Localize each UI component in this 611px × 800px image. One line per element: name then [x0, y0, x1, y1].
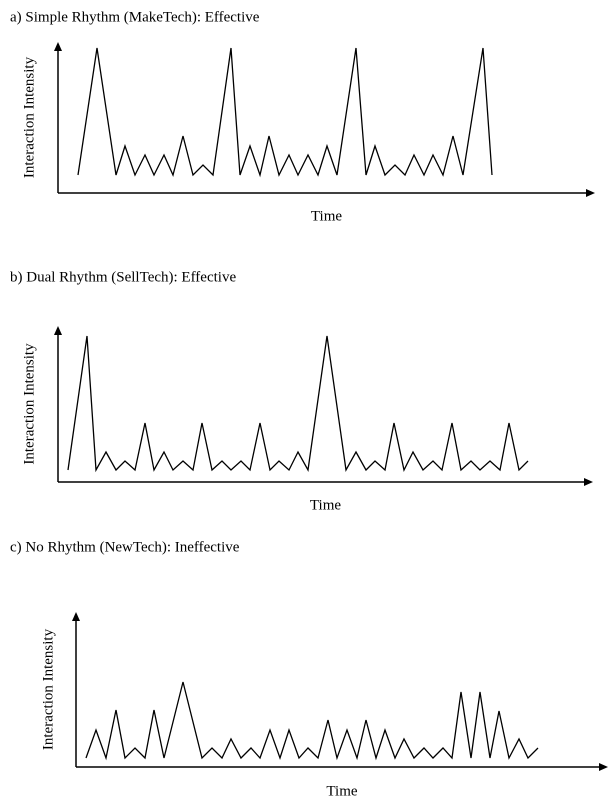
- intensity-line: [77, 47, 493, 178]
- y-axis-label: Interaction Intensity: [40, 628, 56, 750]
- x-axis-label: Time: [311, 208, 342, 224]
- intensity-line: [85, 681, 539, 761]
- chart-title: b) Dual Rhythm (SellTech): Effective: [10, 269, 236, 285]
- x-axis-arrow: [584, 478, 593, 486]
- y-axis-arrow: [54, 42, 62, 51]
- x-axis-label: Time: [326, 783, 357, 799]
- chart-title: a) Simple Rhythm (MakeTech): Effective: [10, 9, 260, 25]
- y-axis-arrow: [72, 612, 80, 621]
- x-axis-label: Time: [310, 497, 341, 513]
- y-axis-label: Interaction Intensity: [21, 56, 37, 178]
- intensity-line: [67, 335, 529, 473]
- x-axis-arrow: [586, 189, 595, 197]
- y-axis-label: Interaction Intensity: [21, 343, 37, 465]
- y-axis-arrow: [54, 326, 62, 335]
- x-axis-arrow: [599, 763, 608, 771]
- chart-title: c) No Rhythm (NewTech): Ineffective: [10, 539, 240, 555]
